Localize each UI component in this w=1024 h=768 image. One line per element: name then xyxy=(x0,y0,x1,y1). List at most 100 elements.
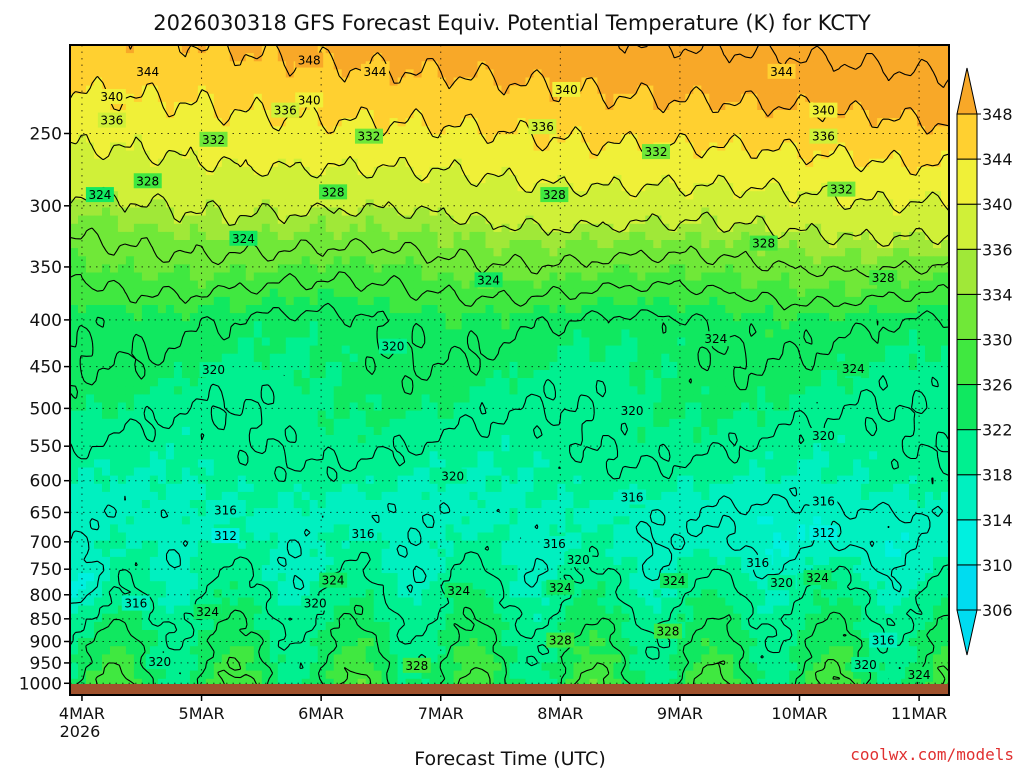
field-cell xyxy=(277,313,287,322)
field-cell xyxy=(253,321,263,330)
field-cell xyxy=(725,386,734,395)
field-cell xyxy=(189,199,199,209)
field-cell xyxy=(517,166,527,176)
field-cell xyxy=(421,77,431,87)
field-cell xyxy=(485,386,495,395)
field-cell xyxy=(333,402,343,412)
field-cell xyxy=(693,183,702,192)
field-cell xyxy=(901,158,910,168)
field-cell xyxy=(237,305,247,314)
field-cell xyxy=(613,110,622,119)
field-cell xyxy=(757,394,766,404)
field-cell xyxy=(885,45,894,54)
field-cell xyxy=(285,256,295,265)
field-cell xyxy=(589,231,598,241)
field-cell xyxy=(917,215,926,225)
field-cell xyxy=(733,223,742,233)
field-cell xyxy=(573,118,582,127)
field-cell xyxy=(357,53,367,62)
field-cell xyxy=(357,175,367,184)
field-cell xyxy=(893,142,902,152)
field-cell xyxy=(341,134,351,144)
field-cell xyxy=(365,321,375,330)
field-cell xyxy=(525,296,535,306)
field-cell xyxy=(429,223,439,233)
field-cell xyxy=(661,158,670,168)
field-cell xyxy=(741,191,750,200)
field-cell xyxy=(733,61,742,70)
field-cell xyxy=(429,126,439,135)
field-cell xyxy=(597,150,606,160)
field-cell xyxy=(157,353,167,363)
field-cell xyxy=(357,353,367,363)
field-cell xyxy=(605,313,614,322)
field-cell xyxy=(197,199,207,209)
field-cell xyxy=(645,191,654,200)
field-cell xyxy=(605,183,614,192)
field-cell xyxy=(605,296,614,306)
field-cell xyxy=(925,329,934,339)
field-cell xyxy=(293,272,303,282)
field-cell xyxy=(909,240,918,249)
field-cell xyxy=(533,394,543,404)
field-cell xyxy=(885,175,894,184)
field-cell xyxy=(86,353,95,363)
field-cell xyxy=(205,223,215,233)
field-cell xyxy=(509,264,519,274)
field-cell xyxy=(909,207,918,217)
field-cell xyxy=(677,337,686,347)
field-cell xyxy=(621,329,630,339)
field-cell xyxy=(213,240,223,249)
field-cell xyxy=(837,394,846,404)
field-cell xyxy=(213,118,223,127)
field-cell xyxy=(133,77,143,87)
field-cell xyxy=(445,77,455,87)
field-cell xyxy=(597,191,606,200)
field-cell xyxy=(573,199,582,209)
field-cell xyxy=(621,272,630,282)
field-cell xyxy=(437,61,447,70)
field-cell xyxy=(453,223,463,233)
field-cell xyxy=(293,77,303,87)
field-cell xyxy=(613,386,622,395)
field-cell xyxy=(397,240,407,249)
field-cell xyxy=(653,280,662,290)
field-cell xyxy=(285,296,295,306)
field-cell xyxy=(541,345,551,355)
field-cell xyxy=(229,85,239,95)
field-cell xyxy=(645,166,654,176)
field-cell xyxy=(429,296,439,306)
field-cell xyxy=(141,207,151,217)
field-cell xyxy=(861,61,870,70)
field-cell xyxy=(141,321,151,330)
field-cell xyxy=(325,199,335,209)
field-cell xyxy=(133,142,143,152)
field-cell xyxy=(445,248,455,257)
field-cell xyxy=(917,69,926,79)
field-cell xyxy=(629,248,638,257)
field-cell xyxy=(237,199,247,209)
field-cell xyxy=(373,142,383,152)
field-cell xyxy=(565,305,574,314)
field-cell xyxy=(293,402,303,412)
field-cell xyxy=(461,93,471,103)
field-cell xyxy=(685,45,694,54)
field-cell xyxy=(853,353,862,363)
field-cell xyxy=(421,370,431,379)
field-cell xyxy=(661,175,670,184)
field-cell xyxy=(285,248,295,257)
field-cell xyxy=(565,280,574,290)
field-cell xyxy=(78,280,87,290)
field-cell xyxy=(461,118,471,127)
field-cell xyxy=(421,175,431,184)
field-cell xyxy=(589,272,598,282)
field-cell xyxy=(605,223,614,233)
field-cell xyxy=(797,191,806,200)
field-cell xyxy=(853,93,862,103)
field-cell xyxy=(541,248,551,257)
field-cell xyxy=(117,305,127,314)
field-cell xyxy=(845,321,854,330)
field-cell xyxy=(165,353,175,363)
field-cell xyxy=(261,264,271,274)
field-cell xyxy=(317,118,327,127)
